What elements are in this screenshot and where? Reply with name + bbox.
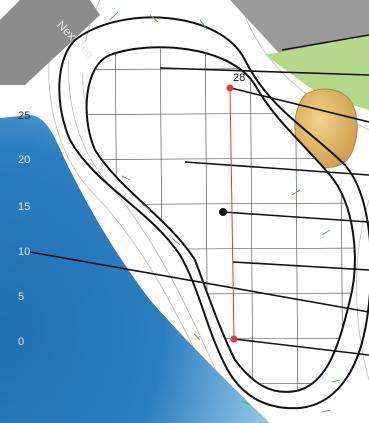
front-point bbox=[230, 335, 238, 343]
pin-point bbox=[226, 84, 234, 92]
scale-label: 25 bbox=[18, 110, 30, 122]
next-tee-path bbox=[0, 0, 100, 85]
distance-line bbox=[229, 87, 235, 340]
scale-label: 20 bbox=[18, 154, 30, 166]
scale-label: 15 bbox=[18, 201, 30, 213]
pin-distance: 28 bbox=[233, 72, 245, 84]
scale-label: 10 bbox=[18, 246, 30, 258]
water-hazard bbox=[0, 115, 270, 423]
scale-label: 5 bbox=[18, 291, 24, 303]
center-point bbox=[219, 208, 227, 216]
callout-lines bbox=[29, 34, 369, 356]
scale-label: 0 bbox=[18, 336, 24, 348]
scale: 25 20 15 10 5 0 bbox=[18, 110, 30, 348]
slope-arrows bbox=[109, 11, 341, 413]
